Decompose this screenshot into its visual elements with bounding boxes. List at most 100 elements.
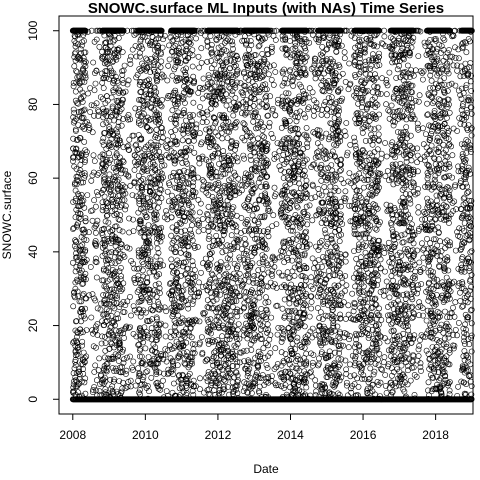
data-point bbox=[443, 274, 450, 281]
data-point bbox=[148, 115, 154, 122]
data-point bbox=[281, 169, 288, 176]
data-point bbox=[118, 184, 125, 191]
data-point bbox=[313, 388, 319, 395]
data-point bbox=[442, 158, 449, 165]
data-point bbox=[318, 177, 325, 184]
data-point bbox=[231, 169, 237, 176]
data-point bbox=[183, 196, 190, 203]
data-point bbox=[234, 279, 241, 286]
data-point bbox=[88, 177, 95, 184]
data-point bbox=[315, 257, 322, 263]
data-point bbox=[99, 138, 106, 145]
data-point bbox=[402, 295, 409, 302]
data-point bbox=[270, 82, 277, 88]
data-point bbox=[423, 288, 429, 295]
data-point bbox=[454, 128, 460, 134]
data-point bbox=[182, 232, 189, 238]
data-point bbox=[179, 137, 186, 144]
data-point bbox=[198, 59, 205, 66]
data-point bbox=[303, 182, 309, 189]
data-point bbox=[351, 248, 357, 254]
data-point bbox=[122, 324, 129, 331]
data-point bbox=[204, 297, 211, 303]
data-point bbox=[100, 186, 107, 193]
data-point bbox=[293, 338, 300, 345]
data-point bbox=[441, 335, 448, 342]
data-point bbox=[432, 172, 439, 179]
data-point bbox=[286, 313, 293, 320]
data-point bbox=[253, 309, 260, 316]
data-point bbox=[354, 375, 360, 382]
data-point bbox=[268, 27, 275, 34]
data-point bbox=[247, 38, 254, 44]
data-point bbox=[369, 75, 375, 82]
data-point bbox=[441, 245, 448, 252]
data-point bbox=[348, 180, 354, 187]
data-point bbox=[375, 321, 382, 328]
data-point bbox=[242, 241, 249, 248]
data-point bbox=[223, 356, 230, 363]
data-point bbox=[224, 135, 231, 141]
data-point bbox=[303, 203, 310, 210]
data-point bbox=[316, 243, 323, 250]
data-point bbox=[189, 47, 196, 53]
data-point bbox=[440, 57, 447, 64]
data-point bbox=[427, 322, 434, 329]
data-point bbox=[446, 314, 453, 321]
data-point bbox=[106, 150, 112, 157]
data-point bbox=[231, 284, 238, 291]
data-point bbox=[337, 218, 343, 225]
data-point bbox=[230, 112, 237, 119]
data-point bbox=[380, 359, 387, 366]
data-point bbox=[381, 33, 388, 40]
data-point bbox=[87, 109, 93, 115]
data-point bbox=[76, 298, 83, 305]
data-point bbox=[189, 63, 196, 70]
data-point bbox=[404, 62, 411, 69]
data-point bbox=[281, 66, 287, 73]
data-point bbox=[129, 132, 136, 139]
data-point bbox=[395, 149, 402, 156]
data-point bbox=[322, 148, 329, 155]
data-point bbox=[99, 207, 106, 214]
data-point bbox=[437, 215, 444, 222]
data-point bbox=[391, 359, 398, 366]
data-point bbox=[175, 354, 182, 361]
data-point bbox=[206, 243, 213, 250]
data-point bbox=[308, 305, 315, 312]
data-point bbox=[195, 228, 202, 235]
data-point bbox=[87, 264, 94, 270]
data-point bbox=[250, 118, 257, 125]
data-point bbox=[424, 100, 430, 107]
data-point bbox=[414, 152, 421, 159]
data-point bbox=[318, 237, 325, 244]
data-point bbox=[255, 315, 262, 322]
data-point bbox=[257, 213, 264, 220]
data-point bbox=[166, 56, 173, 63]
data-point bbox=[417, 337, 423, 343]
data-point bbox=[378, 365, 384, 372]
data-point bbox=[247, 341, 254, 348]
data-point bbox=[135, 209, 142, 216]
data-point bbox=[191, 149, 198, 156]
data-point bbox=[99, 28, 106, 35]
data-point bbox=[92, 362, 99, 369]
data-point bbox=[462, 60, 469, 67]
data-point bbox=[360, 49, 367, 55]
data-point bbox=[73, 206, 80, 213]
data-point bbox=[260, 345, 267, 352]
data-point bbox=[131, 265, 138, 272]
data-point bbox=[141, 226, 148, 233]
data-point bbox=[220, 396, 227, 402]
data-point bbox=[145, 179, 152, 186]
data-point bbox=[421, 245, 427, 252]
data-point bbox=[171, 28, 178, 34]
data-point bbox=[196, 111, 203, 118]
data-point bbox=[385, 361, 392, 368]
data-point bbox=[163, 388, 170, 394]
data-point bbox=[183, 376, 190, 383]
data-point bbox=[308, 27, 315, 34]
data-point bbox=[166, 342, 173, 349]
data-point bbox=[302, 114, 309, 121]
